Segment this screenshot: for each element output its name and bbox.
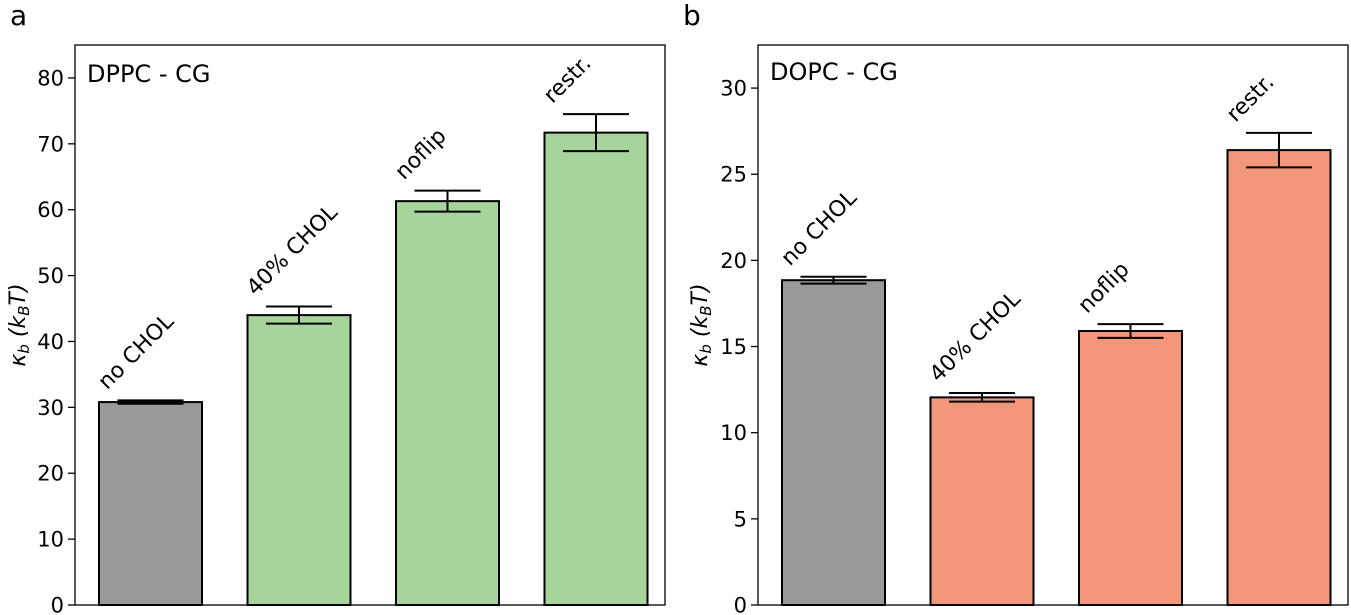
- y-tick-label-a: 80: [37, 66, 64, 90]
- y-axis-label-part: κ: [688, 354, 713, 367]
- y-tick-label-b: 25: [720, 163, 747, 187]
- bar-b: [1226, 149, 1332, 606]
- y-tick-label-a: 30: [37, 396, 64, 420]
- bar-label-b: 40% CHOL: [925, 286, 1026, 387]
- panel-letter-b: b: [683, 0, 701, 32]
- plot-frame-a: [74, 44, 666, 606]
- y-axis-label-part: T): [6, 283, 31, 305]
- y-axis-label-part: κ: [6, 354, 31, 367]
- panel-letter-a: a: [10, 0, 27, 32]
- y-tick-label-a: 20: [37, 462, 64, 486]
- y-tick-label-b: 0: [734, 594, 747, 615]
- chart-title-b: DOPC - CG: [770, 58, 898, 86]
- chart-panel-a: DPPC - CG 0 10 20 30 40 50 60 70 80 no CHOL 40% CH…: [6, 44, 666, 615]
- bar-a: [246, 314, 352, 606]
- y-axis-label-b: κb (kBT): [688, 283, 715, 366]
- y-axis-label-part: B: [15, 305, 33, 315]
- y-axis-label-part: b: [697, 344, 715, 354]
- y-tick-label-a: 50: [37, 264, 64, 288]
- bar-label-a: 40% CHOL: [242, 200, 343, 301]
- bar-label-b: no CHOL: [777, 185, 863, 271]
- bar-label-a: restr.: [539, 51, 596, 108]
- y-tick-label-b: 10: [720, 421, 747, 445]
- y-tick-label-a: 60: [37, 198, 64, 222]
- bar-label-b: noflip: [1074, 257, 1135, 318]
- y-tick-label-a: 40: [37, 330, 64, 354]
- y-tick-label-b: 15: [720, 335, 747, 359]
- bar-b: [929, 396, 1035, 606]
- bar-a: [395, 200, 500, 606]
- y-axis-label-part: B: [697, 305, 715, 315]
- y-axis-label-a: κb (kBT): [6, 283, 33, 366]
- y-tick-label-a: 0: [51, 594, 64, 615]
- y-axis-label-part: T): [688, 283, 713, 305]
- chart-title-a: DPPC - CG: [87, 60, 210, 88]
- bar-b: [781, 279, 886, 606]
- y-axis-label-part: (k: [688, 315, 713, 345]
- plot-frame-b: [757, 44, 1349, 606]
- y-tick-label-b: 20: [720, 249, 747, 273]
- bar-b: [1078, 330, 1183, 606]
- y-tick-label-a: 10: [37, 528, 64, 552]
- y-axis-label-part: (k: [6, 315, 31, 345]
- bar-label-a: noflip: [391, 124, 452, 185]
- bar-a: [98, 401, 203, 607]
- y-tick-label-b: 5: [734, 507, 747, 531]
- bar-a: [543, 131, 649, 606]
- bar-label-a: no CHOL: [94, 309, 180, 395]
- bar-label-b: restr.: [1222, 70, 1279, 127]
- y-axis-label-part: b: [15, 344, 33, 354]
- y-tick-label-b: 30: [720, 77, 747, 101]
- chart-panel-b: DOPC - CG 0 5 10 15 20 25 30 no CHOL 40% CHOL nof…: [688, 44, 1349, 615]
- y-tick-label-a: 70: [37, 132, 64, 156]
